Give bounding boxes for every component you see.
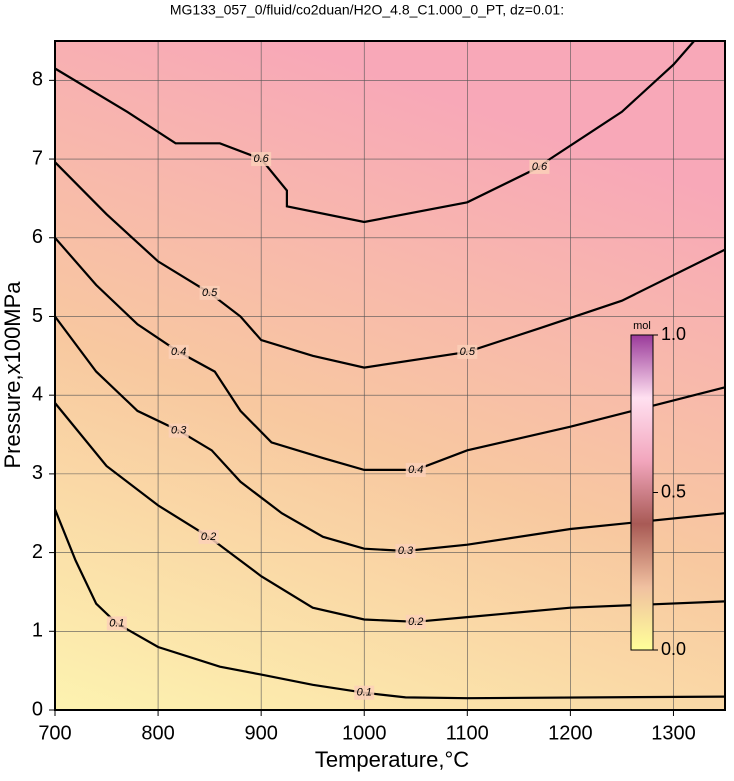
y-tick-label: 8 [32,69,43,91]
y-tick-label: 1 [32,620,43,642]
y-tick-label: 4 [32,383,43,405]
contour-label-bg [405,462,426,477]
x-tick-label: 700 [38,722,71,744]
contour-line [54,40,695,224]
contour-label: 0.3 [398,545,414,557]
contour-label: 0.1 [109,617,124,629]
y-tick-label: 3 [32,462,43,484]
colorbar-tick-label: 0.5 [661,481,686,501]
x-tick-label: 1200 [548,722,593,744]
contour-label: 0.1 [357,687,372,699]
y-tick-label: 6 [32,226,43,248]
y-tick-label: 0 [32,698,43,720]
contour-label-bg [457,344,478,359]
contour-line [54,315,726,553]
contour-line [54,161,726,369]
contour-label-bg [168,423,189,438]
contour-line [54,402,726,623]
contour-label-bg [106,616,127,631]
plot-background [55,41,725,710]
colorbar [630,334,654,651]
y-axis-label: Pressure,x100MPa [0,281,25,469]
y-tick-label: 5 [32,305,43,327]
contour-label-bg [198,529,219,544]
contour-label-bg [395,544,416,559]
y-tick-label: 7 [32,147,43,169]
contour-label-bg [529,159,550,174]
contour-label: 0.4 [171,346,186,358]
contour-label: 0.6 [254,153,270,165]
contour-label-bg [251,152,272,167]
contour-label: 0.2 [201,531,216,543]
contour-label-bg [199,285,220,300]
colorbar-tick-label: 1.0 [661,324,686,344]
contour-label: 0.6 [532,161,548,173]
x-tick-label: 1000 [342,722,387,744]
plot-frame [54,40,726,711]
x-tick-label: 900 [244,722,277,744]
contour-label: 0.3 [171,425,187,437]
x-axis-label: Temperature,°C [315,747,469,772]
contour-label-bg [354,685,375,700]
colorbar-label: mol [633,320,651,332]
contour-label: 0.4 [408,464,423,476]
contour-label: 0.5 [202,287,218,299]
y-tick-label: 2 [32,541,43,563]
x-tick-label: 1100 [446,722,489,744]
contour-label: 0.5 [460,346,476,358]
x-tick-label: 1300 [651,722,696,744]
colorbar-tick-label: 0.0 [661,639,686,659]
chart-title: MG133_057_0/fluid/co2duan/H2O_4.8_C1.000… [170,2,564,18]
contour-label: 0.2 [408,616,423,628]
contour-label-bg [405,614,426,629]
contour-line [53,508,726,700]
x-tick-label: 800 [141,722,174,744]
contour-label-bg [168,344,189,359]
contour-line [54,237,726,471]
